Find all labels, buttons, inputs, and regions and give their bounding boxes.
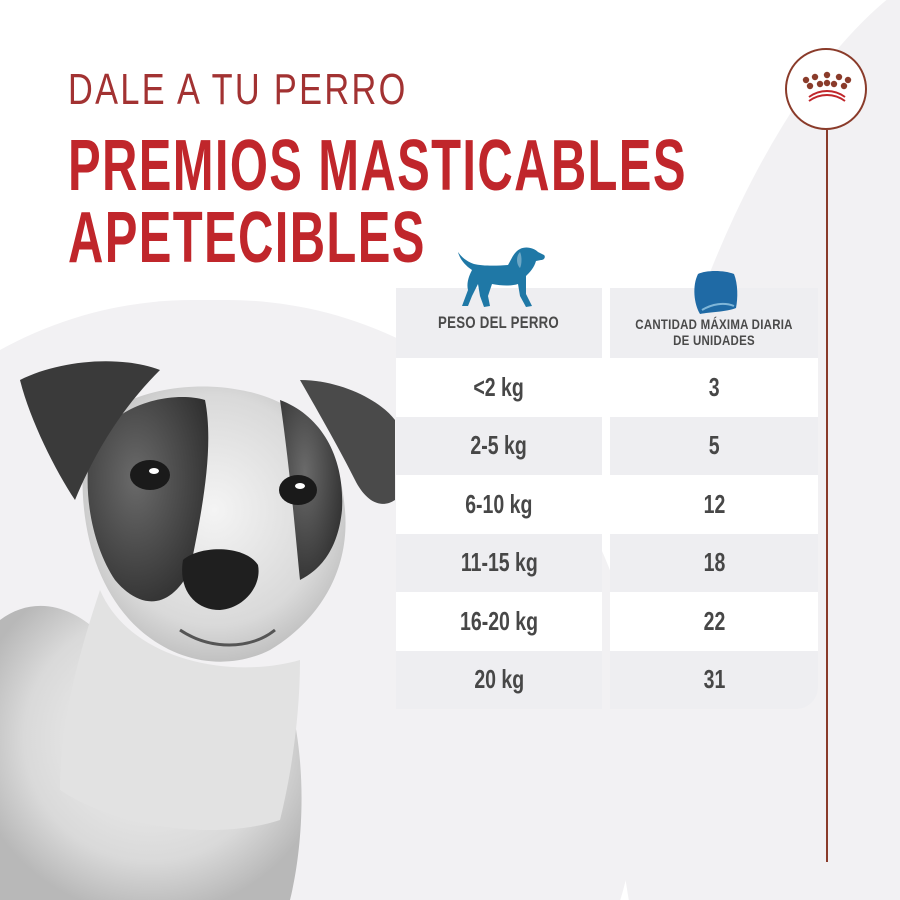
units-cell: 31 — [703, 664, 725, 695]
units-cell: 18 — [703, 547, 725, 578]
weight-cell: 2-5 kg — [470, 430, 528, 461]
weight-cell: <2 kg — [473, 371, 525, 402]
table-row: 18 — [610, 533, 818, 592]
weight-cell: 20 kg — [474, 664, 524, 695]
column-header-weight: PESO DEL PERRO — [396, 288, 602, 358]
units-cell: 22 — [703, 605, 725, 636]
weight-cell: 11-15 kg — [460, 547, 538, 578]
dog-photo — [0, 361, 395, 900]
feeding-table: PESO DEL PERRO <2 kg 2-5 kg 6-10 kg 11-1… — [396, 288, 818, 718]
crown-icon — [802, 71, 852, 102]
dog-icon — [458, 247, 545, 307]
table-row: 16-20 kg — [396, 592, 602, 651]
headline-line-2: PREMIOS MASTICABLES — [68, 126, 687, 206]
column-units: CANTIDAD MÁXIMA DIARIA DE UNIDADES 3 5 1… — [610, 288, 818, 718]
column-weight: PESO DEL PERRO <2 kg 2-5 kg 6-10 kg 11-1… — [396, 288, 602, 718]
table-row: 22 — [610, 592, 818, 651]
weight-cell: 16-20 kg — [459, 605, 539, 636]
table-row: 5 — [610, 416, 818, 475]
units-cell: 3 — [708, 371, 720, 402]
table-row: 31 — [610, 650, 818, 709]
headline-line-3: APETECIBLES — [68, 198, 426, 278]
table-row: 3 — [610, 358, 818, 417]
table-row: 2-5 kg — [396, 416, 602, 475]
table-row: 20 kg — [396, 650, 602, 709]
treat-icon — [694, 271, 738, 314]
headline: DALE A TU PERRO PREMIOS MASTICABLES APET… — [68, 64, 900, 274]
units-cell: 5 — [708, 430, 720, 461]
table-row: <2 kg — [396, 358, 602, 417]
units-cell: 12 — [703, 488, 725, 519]
headline-line-1: DALE A TU PERRO — [68, 65, 408, 114]
weight-cell: 6-10 kg — [465, 488, 533, 519]
table-row: 6-10 kg — [396, 475, 602, 534]
brand-vertical-line — [826, 130, 828, 862]
table-row: 12 — [610, 475, 818, 534]
brand-emblem — [785, 48, 867, 130]
table-row: 11-15 kg — [396, 533, 602, 592]
